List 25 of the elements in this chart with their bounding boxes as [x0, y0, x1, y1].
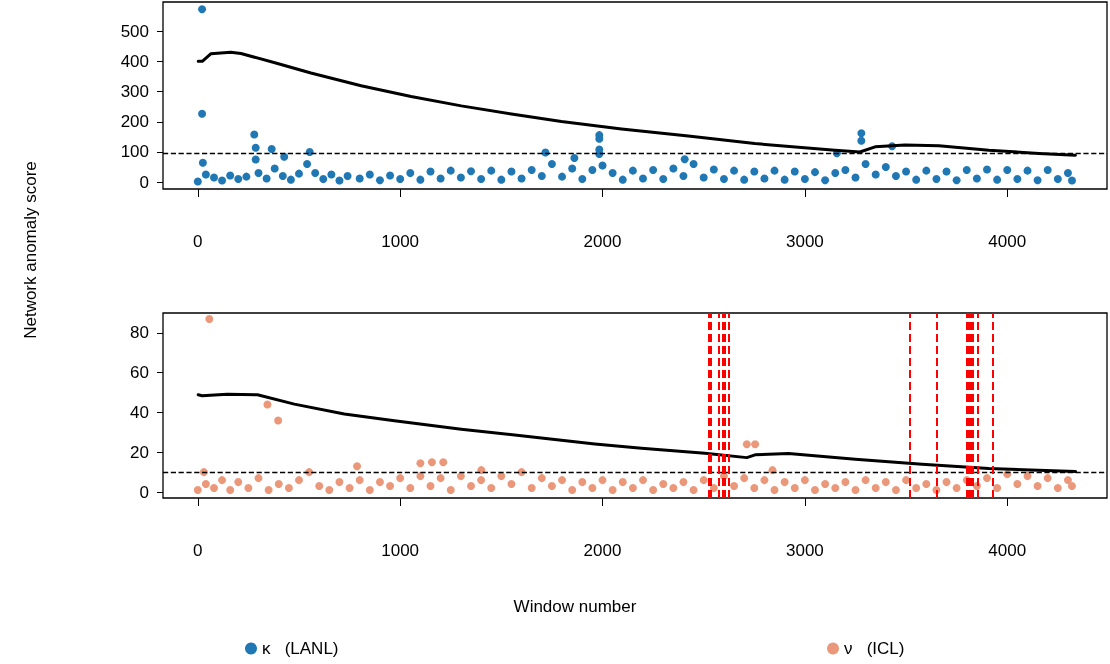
x-tick-label: 3000 [785, 541, 824, 560]
x-axis-title: Window number [513, 596, 637, 616]
y-tick-label: 500 [120, 22, 149, 42]
y-tick-label: 400 [120, 52, 149, 72]
x-tick-label: 4000 [988, 232, 1027, 251]
y-tick-label: 0 [139, 482, 149, 502]
x-tick-label: 0 [193, 232, 203, 251]
x-tick-label: 1000 [381, 232, 420, 251]
y-tick-label: 200 [120, 112, 149, 132]
y-tick-label: 60 [130, 363, 149, 383]
y-tick-label: 0 [139, 172, 149, 192]
y-axis-title: Network anomaly score [20, 161, 40, 339]
y-tick-label: 40 [130, 402, 149, 422]
x-tick-label: 0 [193, 541, 203, 560]
legend-label: ν (ICL) [844, 639, 905, 658]
x-tick-label: 2000 [583, 232, 622, 251]
x-tick-label: 2000 [583, 541, 622, 560]
legend-label: κ (LANL) [262, 639, 339, 658]
x-tick-label: 1000 [381, 541, 420, 560]
y-tick-label: 80 [130, 323, 149, 343]
y-tick-label: 20 [130, 442, 149, 462]
y-tick-label: 100 [120, 142, 149, 162]
x-tick-label: 4000 [988, 541, 1027, 560]
y-tick-label: 300 [120, 82, 149, 102]
x-tick-label: 3000 [785, 232, 824, 251]
